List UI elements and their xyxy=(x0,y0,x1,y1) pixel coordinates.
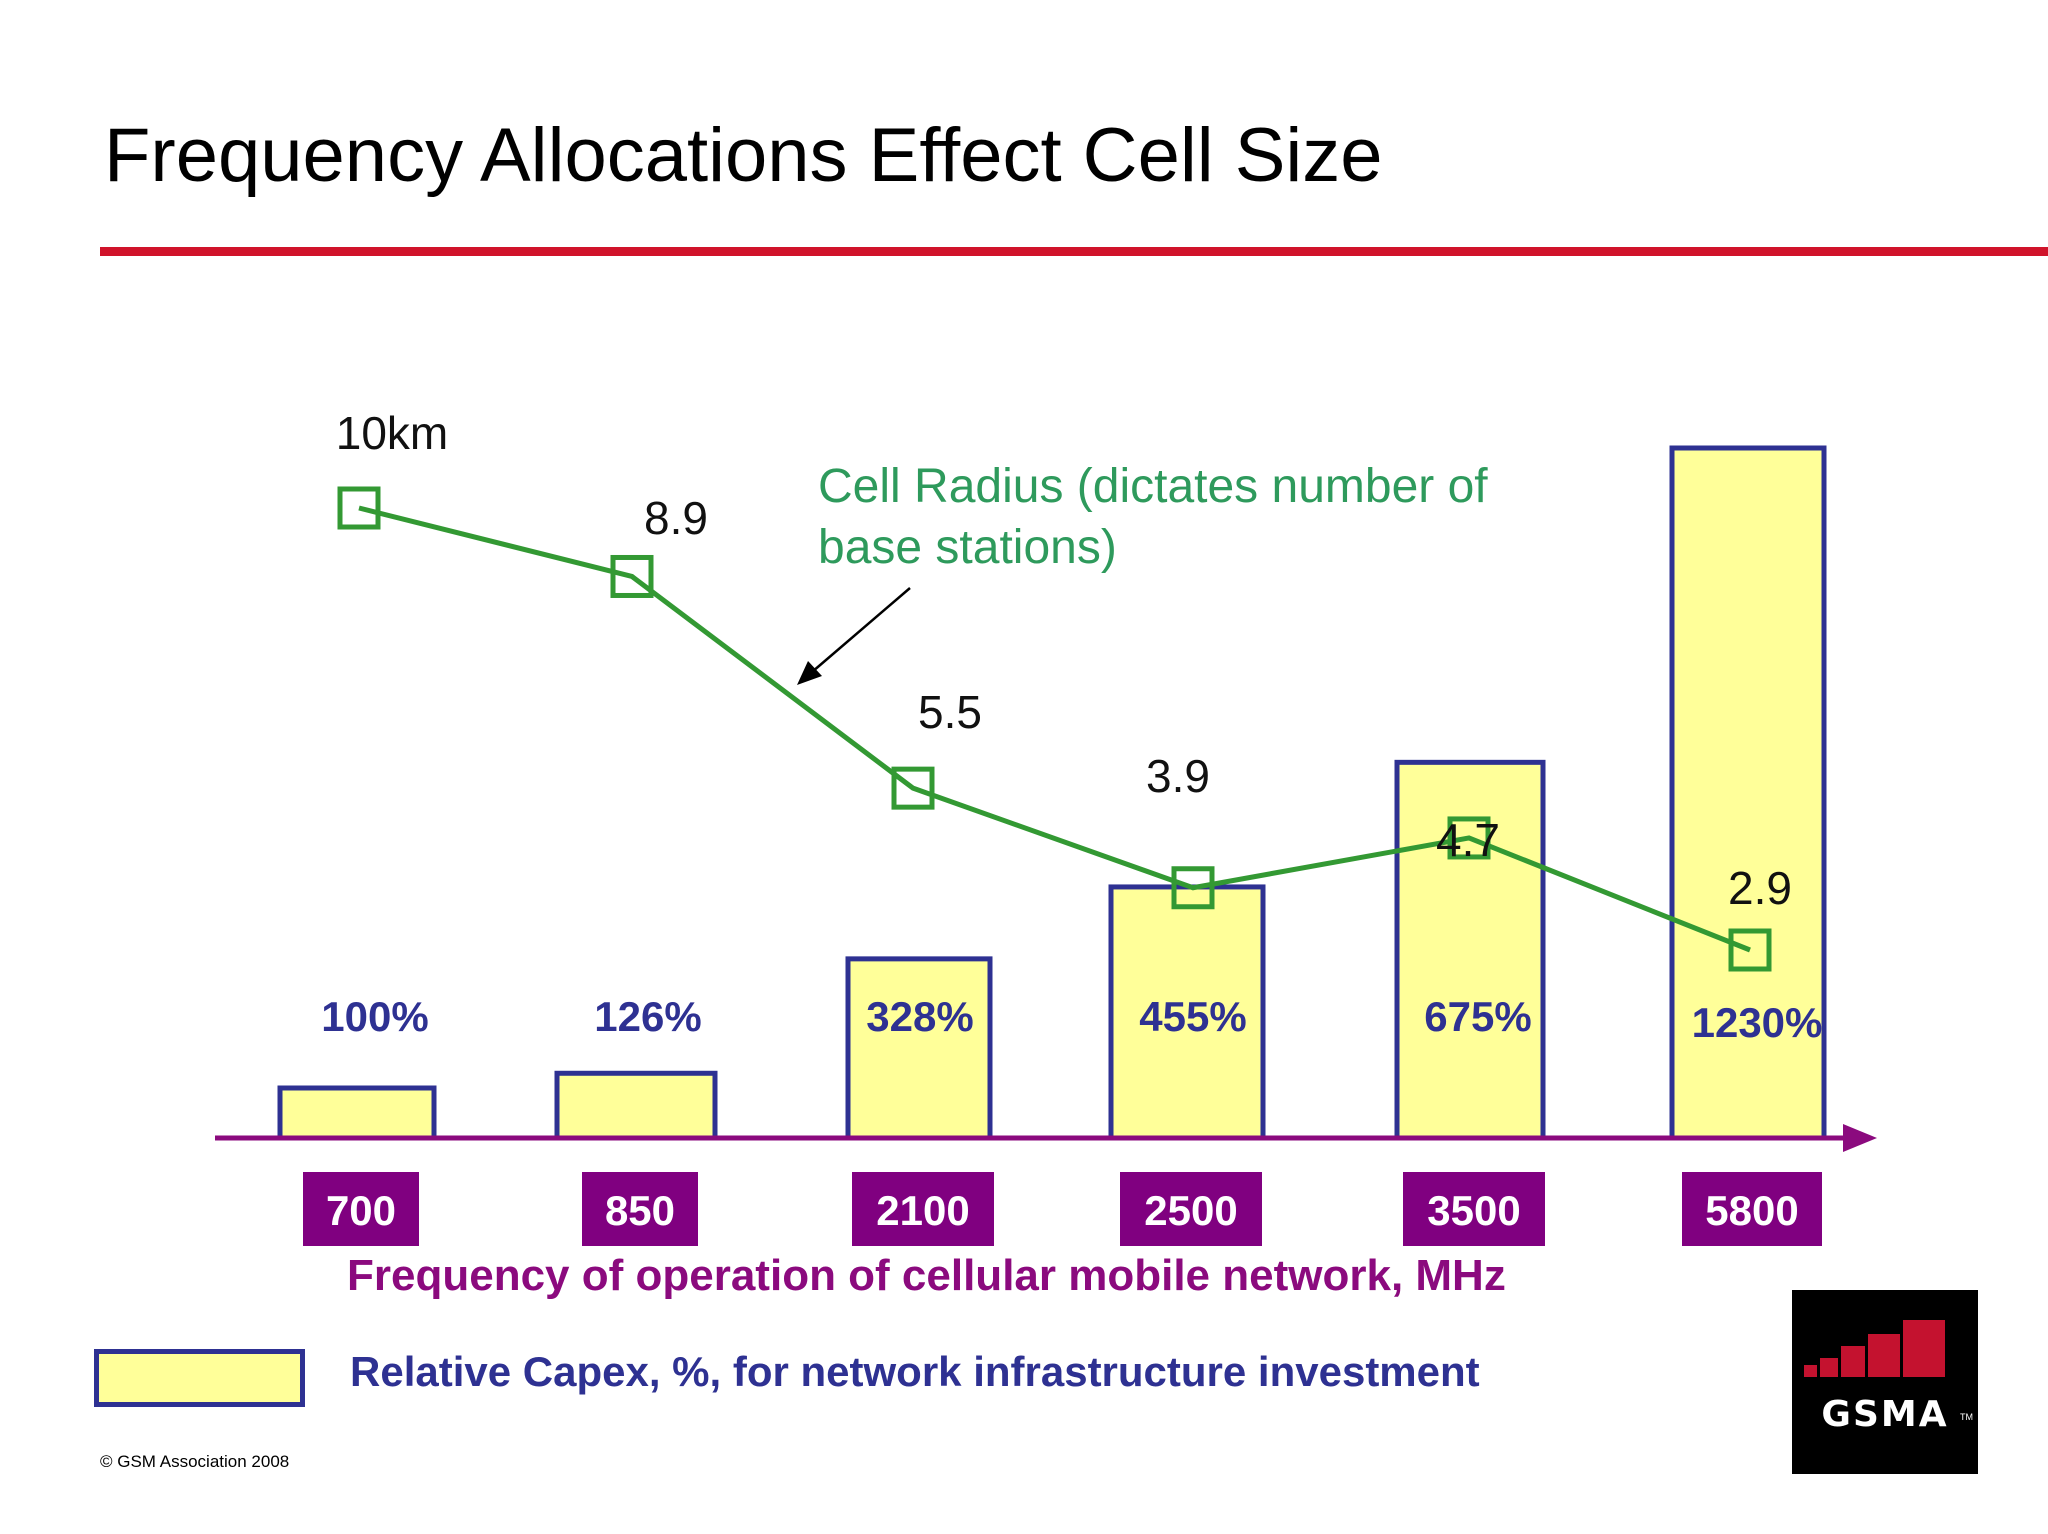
tick-label-5800: 5800 xyxy=(1705,1187,1798,1234)
cell-radius-marker-2100 xyxy=(891,766,935,810)
tick-box-2100 xyxy=(852,1172,994,1246)
legend-label: Relative Capex, %, for network infrastru… xyxy=(350,1348,1480,1395)
cell-radius-marker-5800 xyxy=(1728,928,1772,972)
slide-title: Frequency Allocations Effect Cell Size xyxy=(104,113,1383,198)
radius-label-700: 10km xyxy=(336,407,448,459)
labels-layer: 100% 126% 328% 455% 675% 1230% 10km 8.9 5.5 3.9 4.… xyxy=(321,407,1822,1046)
gsma-wordmark: GSMA xyxy=(1821,1394,1949,1435)
gsma-logo-bars-icon xyxy=(1804,1320,1945,1377)
capex-label-2500: 455% xyxy=(1139,993,1246,1040)
annotation-line-1: Cell Radius (dictates number of xyxy=(818,460,1488,513)
tick-box-700 xyxy=(303,1172,419,1246)
capex-bar-5800 xyxy=(1669,445,1827,1141)
tick-box-3500 xyxy=(1403,1172,1545,1246)
tick-label-850: 850 xyxy=(605,1187,675,1234)
cell-radius-line xyxy=(358,505,1751,953)
x-axis-arrowhead xyxy=(1843,1124,1877,1152)
tick-box-2500 xyxy=(1120,1172,1262,1246)
radius-label-2500: 3.9 xyxy=(1146,750,1210,802)
cell-radius-marker-2500 xyxy=(1171,866,1215,910)
gsma-trademark: TM xyxy=(1960,1412,1973,1422)
capex-bar-2100 xyxy=(845,956,993,1141)
radius-label-850: 8.9 xyxy=(644,492,708,544)
annotation-line-2: base stations) xyxy=(818,521,1117,574)
tick-box-5800 xyxy=(1682,1172,1822,1246)
gsma-logo: GSMA TM xyxy=(1792,1290,1978,1474)
capex-label-700: 100% xyxy=(321,993,428,1040)
capex-bar-700 xyxy=(277,1085,437,1141)
x-axis-title: Frequency of operation of cellular mobil… xyxy=(347,1251,1506,1300)
copyright-notice: © GSM Association 2008 xyxy=(100,1452,290,1471)
cell-radius-marker-700 xyxy=(337,486,381,530)
line-layer xyxy=(337,486,1772,972)
tick-label-2100: 2100 xyxy=(876,1187,969,1234)
tick-label-2500: 2500 xyxy=(1144,1187,1237,1234)
radius-label-3500: 4.7 xyxy=(1436,814,1500,866)
legend-swatch xyxy=(94,1349,305,1407)
capex-label-850: 126% xyxy=(594,993,701,1040)
tick-label-700: 700 xyxy=(326,1187,396,1234)
radius-label-2100: 5.5 xyxy=(918,686,982,738)
capex-bar-850 xyxy=(554,1070,718,1141)
capex-label-3500: 675% xyxy=(1424,993,1531,1040)
cell-radius-marker-3500 xyxy=(1447,816,1491,860)
capex-label-5800: 1230% xyxy=(1692,999,1823,1046)
title-rule xyxy=(100,247,2048,256)
cell-radius-marker-850 xyxy=(610,554,654,598)
annotation-layer: Cell Radius (dictates number of base stat… xyxy=(797,460,1488,685)
tick-label-3500: 3500 xyxy=(1427,1187,1520,1234)
tick-box-850 xyxy=(582,1172,698,1246)
radius-label-5800: 2.9 xyxy=(1728,862,1792,914)
annotation-arrow-line xyxy=(811,587,911,673)
axis-layer: 700 850 2100 2500 3500 5800 Frequency of opera… xyxy=(215,1124,1877,1300)
bars-layer xyxy=(277,445,1827,1141)
capex-label-2100: 328% xyxy=(866,993,973,1040)
annotation-arrowhead xyxy=(797,661,822,685)
